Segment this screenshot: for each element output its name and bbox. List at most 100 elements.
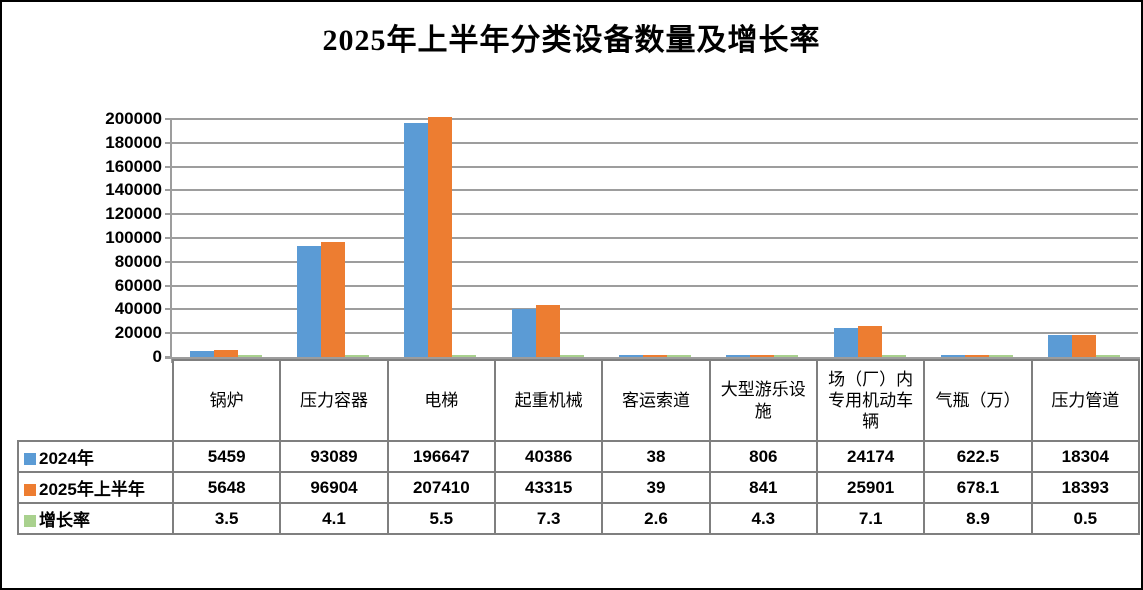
value-cell: 8.9 [923, 502, 1033, 535]
value-cell: 5459 [171, 440, 282, 473]
y-tick-label: 160000 [105, 156, 162, 176]
y-tick-mark [165, 308, 172, 311]
bar [535, 305, 560, 357]
value-cell: 43315 [493, 471, 604, 504]
x-axis-line [165, 357, 1140, 359]
bar [667, 355, 691, 357]
value-cell: 3.5 [171, 502, 282, 535]
gridline [172, 237, 1138, 239]
gridline [172, 118, 1138, 120]
data-table: 锅炉 压力容器 电梯 起重机械 客运索道 大型游乐设施 场（厂）内专用机动车辆 气瓶（万） 压力… [17, 359, 1141, 535]
bar [237, 355, 262, 357]
value-cell: 38 [601, 440, 711, 473]
value-cell: 196647 [386, 440, 496, 473]
value-cell: 40386 [493, 440, 604, 473]
chart-title: 2025年上半年分类设备数量及增长率 [322, 24, 821, 57]
gridline [172, 165, 1138, 168]
category-cell: 锅炉 [171, 359, 282, 442]
bar [833, 328, 858, 357]
value-cell: 806 [708, 440, 818, 473]
bar [404, 123, 429, 357]
table-row: 2025年上半年 5648 96904 207410 43315 39 841 25901 67… [17, 471, 1141, 504]
table-header-row: 锅炉 压力容器 电梯 起重机械 客运索道 大型游乐设施 场（厂）内专用机动车辆 气瓶（万） 压力… [18, 359, 1141, 442]
bar [1072, 335, 1097, 357]
category-cell: 电梯 [386, 359, 496, 442]
gridline [172, 284, 1138, 287]
y-tick-mark [165, 260, 172, 263]
bar [1096, 355, 1121, 357]
bar [428, 117, 453, 357]
value-cell: 39 [601, 471, 711, 504]
y-tick-mark [165, 165, 172, 168]
bar [213, 350, 238, 357]
y-tick-mark [165, 284, 172, 287]
legend-label: 增长率 [39, 511, 90, 530]
y-tick-label: 60000 [114, 275, 162, 295]
value-cell: 4.3 [708, 502, 818, 535]
y-tick-label: 140000 [105, 180, 162, 200]
y-tick-label: 200000 [105, 109, 162, 128]
bar [1048, 335, 1073, 357]
y-tick-mark [165, 189, 172, 192]
bar [643, 355, 667, 357]
bar [989, 355, 1013, 357]
table-row: 2024年 5459 93089 196647 40386 38 806 24174 622.5… [17, 440, 1141, 473]
bar [619, 355, 643, 357]
value-cell: 18393 [1030, 471, 1141, 504]
bar [750, 355, 775, 357]
value-cell: 0.5 [1030, 502, 1141, 535]
category-cell: 气瓶（万） [923, 359, 1033, 442]
bar [559, 355, 584, 357]
category-cell: 起重机械 [493, 359, 604, 442]
value-cell: 24174 [815, 440, 926, 473]
bar [881, 355, 906, 357]
gridline [172, 189, 1138, 192]
y-tick-label: 20000 [114, 323, 162, 343]
bar [452, 355, 477, 357]
value-cell: 5648 [171, 471, 282, 504]
legend-swatch [24, 453, 36, 465]
table-row: 增长率 3.5 4.1 5.5 7.3 2.6 4.3 7.1 8.9 0.5 [17, 502, 1141, 535]
y-axis-line [170, 119, 172, 359]
gridline [172, 332, 1138, 335]
value-cell: 678.1 [923, 471, 1033, 504]
y-tick-label: 0 [152, 347, 162, 366]
y-tick-mark [165, 332, 172, 335]
bar [965, 355, 989, 357]
y-tick-label: 80000 [114, 251, 162, 271]
value-cell: 7.3 [493, 502, 604, 535]
plot-area [172, 117, 1138, 357]
value-cell: 96904 [279, 471, 389, 504]
bar [774, 355, 799, 357]
y-tick-label: 180000 [105, 132, 162, 152]
category-cell: 压力容器 [279, 359, 389, 442]
y-tick-label: 40000 [114, 299, 162, 319]
value-cell: 7.1 [815, 502, 926, 535]
table-corner-cell [18, 360, 174, 442]
legend-swatch [24, 484, 36, 496]
legend-swatch [24, 515, 36, 527]
category-cell: 压力管道 [1030, 359, 1141, 442]
legend-label: 2025年上半年 [39, 480, 145, 499]
y-tick-mark [165, 118, 172, 120]
y-tick-mark [165, 213, 172, 216]
value-cell: 93089 [279, 440, 389, 473]
bar [297, 246, 321, 357]
bar [726, 355, 751, 357]
bar [345, 355, 369, 357]
legend-cell: 2024年 [17, 440, 174, 473]
value-cell: 207410 [386, 471, 496, 504]
bar [941, 355, 965, 357]
value-cell: 4.1 [279, 502, 389, 535]
legend-cell: 增长率 [17, 502, 174, 535]
bar [511, 308, 536, 357]
gridline [172, 141, 1138, 144]
legend-cell: 2025年上半年 [17, 471, 174, 504]
y-tick-label: 120000 [105, 204, 162, 224]
value-cell: 2.6 [601, 502, 711, 535]
bar [857, 326, 882, 357]
category-cell: 场（厂）内专用机动车辆 [815, 359, 926, 442]
bar [189, 350, 214, 357]
y-tick-label: 100000 [105, 228, 162, 247]
